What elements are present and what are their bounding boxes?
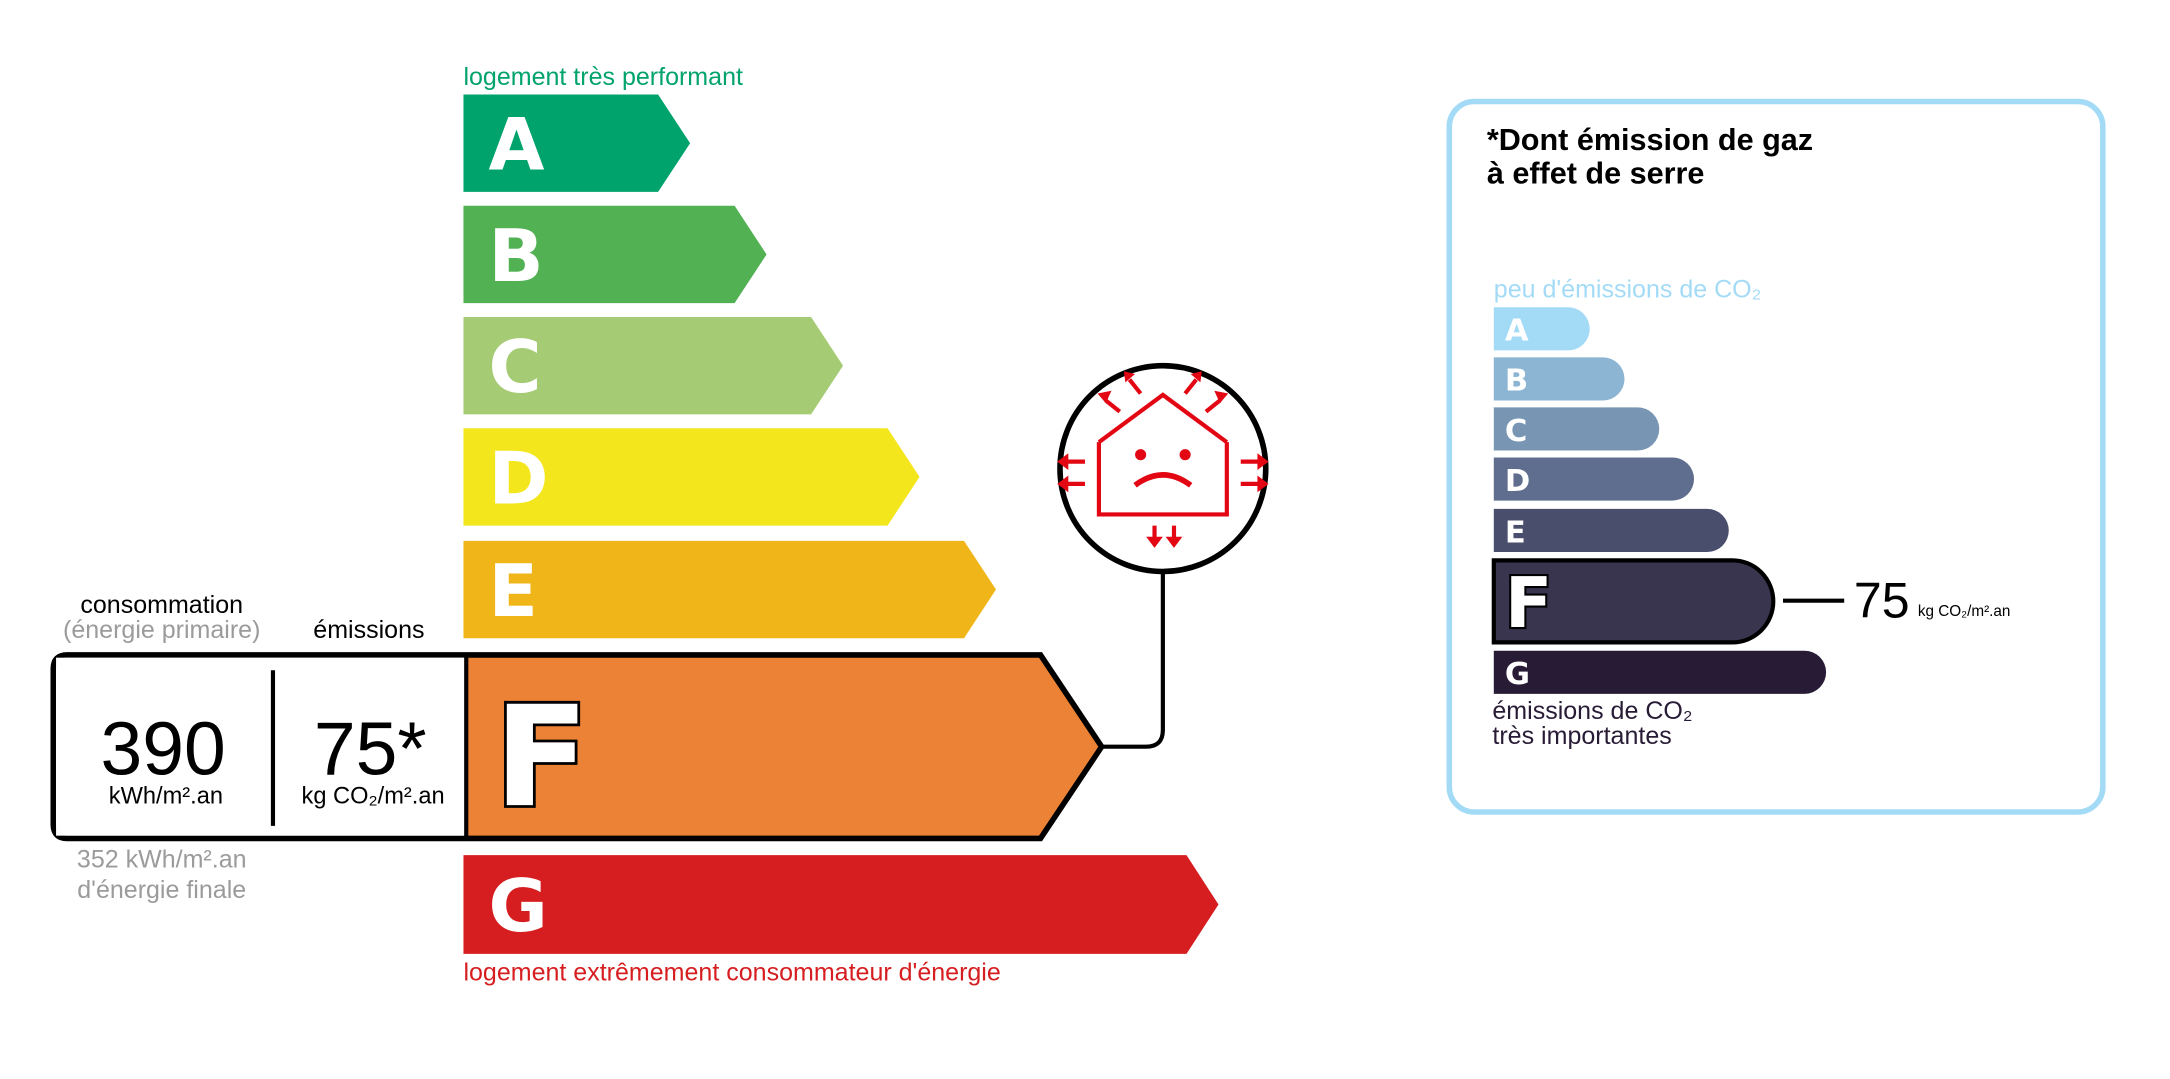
ges-letter: D (1505, 464, 1530, 499)
ges-bar (1493, 650, 1827, 694)
energy-bar (463, 317, 844, 415)
ges-class-e: E (1493, 508, 1729, 553)
ges-class-c: C (1493, 407, 1660, 451)
emissions-value: 75* (314, 706, 427, 790)
final-energy-label: d'énergie finale (77, 876, 246, 904)
ges-letter: G (1505, 657, 1530, 692)
ges-class-d: D (1493, 457, 1695, 501)
ges-top-label: peu d'émissions de CO₂ (1494, 276, 1762, 304)
ges-bar (1493, 508, 1729, 553)
ges-letter: C (1505, 414, 1527, 449)
energy-class-c: C (463, 317, 844, 415)
energy-letter: A (488, 104, 544, 188)
energy-bar (463, 855, 1219, 954)
consumption-label: consommation (80, 591, 243, 619)
energy-class-e: E (463, 540, 997, 639)
energy-bar (463, 540, 997, 639)
current-rating-box (50, 652, 1106, 842)
ges-bar (1493, 307, 1590, 351)
energy-class-a: A (463, 94, 691, 192)
energy-letter: D (488, 437, 548, 521)
icon-connector (1101, 572, 1165, 749)
energy-letter: B (488, 215, 543, 299)
energy-bar (463, 654, 1102, 839)
ges-bar (1491, 558, 1776, 645)
energy-bar (463, 94, 691, 192)
energy-bar (463, 205, 767, 304)
ges-class-g: G (1493, 650, 1827, 694)
final-energy-value: 352 kWh/m².an (77, 846, 247, 874)
energy-letter: C (488, 326, 541, 410)
energy-letter: F (494, 676, 589, 838)
ges-bottom-label-line1: émissions de CO₂ (1492, 697, 1692, 725)
ges-bar (1493, 457, 1695, 501)
ges-letter: F (1505, 563, 1553, 644)
ges-bar (1493, 407, 1660, 451)
energy-bar (463, 428, 920, 526)
energy-letter: G (488, 865, 547, 949)
energy-top-label: logement très performant (463, 63, 743, 91)
emissions-unit: kg CO₂/m².an (302, 784, 445, 810)
consumption-sublabel: (énergie primaire) (63, 616, 260, 644)
ges-title-line2: à effet de serre (1487, 157, 1705, 191)
ges-bar (1493, 357, 1625, 401)
energy-class-b: B (463, 205, 767, 304)
ges-value: 75 (1854, 572, 1910, 628)
consumption-value: 390 (100, 706, 225, 790)
energy-class-d: D (463, 428, 920, 526)
poorly-insulated-house-icon (1057, 362, 1269, 575)
ges-class-b: B (1493, 357, 1625, 401)
emissions-label: émissions (313, 616, 424, 644)
energy-class-g: G (463, 855, 1219, 954)
ges-letter: E (1505, 515, 1526, 550)
energy-bottom-label: logement extrêmement consommateur d'éner… (463, 958, 1000, 986)
ges-bottom-label-line2: très importantes (1492, 722, 1671, 750)
energy-letter: E (488, 550, 537, 634)
ges-class-a: A (1493, 307, 1590, 351)
energy-class-f: F (463, 654, 1102, 841)
consumption-unit: kWh/m².an (109, 784, 223, 810)
ges-letter: B (1505, 364, 1528, 399)
values-panel (56, 657, 467, 836)
ges-letter: A (1505, 314, 1529, 349)
ges-unit: kg CO₂/m².an (1918, 603, 2011, 620)
ges-title-line1: *Dont émission de gaz (1487, 123, 1813, 157)
ges-class-f: F (1491, 558, 1776, 646)
